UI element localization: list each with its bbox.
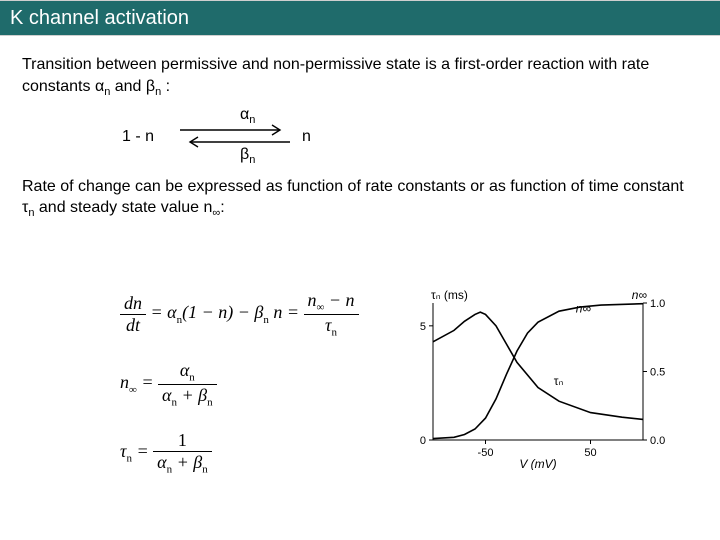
eq2-lhs: n <box>120 372 129 392</box>
svg-text:5: 5 <box>420 321 426 333</box>
slide-body: Transition between permissive and non-pe… <box>0 36 720 221</box>
paragraph-2: Rate of change can be expressed as funct… <box>22 176 698 222</box>
equation-n-inf: n∞ = αn αn + βn <box>120 360 359 408</box>
tau-ninf-chart: -5050V (mV)05τₙ (ms)0.00.51.0n∞τₙn∞ <box>395 285 685 470</box>
eq2-lhs-sub: ∞ <box>129 384 137 396</box>
svg-text:-50: -50 <box>478 447 494 459</box>
rate-backward: βn <box>240 146 255 166</box>
equations-block: dn dt = αn(1 − n) − βn n = n∞ − n τn n∞ … <box>120 290 359 476</box>
eq1-num: dn <box>120 293 146 315</box>
reaction-scheme: 1 - n α n βn n <box>122 106 422 168</box>
p2-colon: : <box>220 199 224 216</box>
paragraph-1: Transition between permissive and non-pe… <box>22 54 698 100</box>
slide-title: K channel activation <box>10 7 189 29</box>
state-closed: 1 - n <box>122 128 154 146</box>
svg-text:τₙ: τₙ <box>554 374 564 388</box>
svg-text:τₙ (ms): τₙ (ms) <box>431 288 468 302</box>
p2-text-b: and steady state value n <box>34 199 212 216</box>
rate-backward-sym: β <box>240 146 249 163</box>
svg-text:0.5: 0.5 <box>650 367 665 379</box>
eq1-mid1: = α <box>151 302 177 322</box>
eq2-eq: = <box>137 372 158 392</box>
eq1-rnum-a: n <box>308 290 317 310</box>
eq3-den-b-sub: n <box>202 464 208 476</box>
slide-header: K channel activation <box>0 0 720 36</box>
equation-dn-dt: dn dt = αn(1 − n) − βn n = n∞ − n τn <box>120 290 359 338</box>
eq2-den-b-sub: n <box>207 396 213 408</box>
eq1-rden-sub: n <box>331 326 337 338</box>
eq3-den-a: α <box>157 452 166 472</box>
rate-forward-sym: α <box>240 106 249 123</box>
svg-text:1.0: 1.0 <box>650 298 665 310</box>
eq3-den-b: + β <box>172 452 202 472</box>
eq1-mid3: n = <box>269 302 304 322</box>
p2-text-a: Rate of change can be expressed as funct… <box>22 178 684 195</box>
svg-text:n∞: n∞ <box>576 302 592 316</box>
p1-beta: β <box>146 78 155 95</box>
eq1-den: dt <box>120 315 146 336</box>
p1-alpha: α <box>95 78 104 95</box>
eq3-num: 1 <box>153 430 212 452</box>
equation-tau-n: τn = 1 αn + βn <box>120 430 359 476</box>
svg-text:n∞: n∞ <box>632 288 648 302</box>
eq1-rnum-b: − n <box>324 290 354 310</box>
svg-text:0: 0 <box>420 435 426 447</box>
eq2-num-sub: n <box>189 372 195 384</box>
state-open: n <box>302 128 311 146</box>
svg-text:50: 50 <box>584 447 596 459</box>
eq1-mid2: (1 − n) − β <box>182 302 263 322</box>
p1-text-c: : <box>161 78 170 95</box>
p1-text-b: and <box>110 78 146 95</box>
svg-text:0.0: 0.0 <box>650 435 665 447</box>
eq2-den-b: + β <box>177 385 207 405</box>
eq3-eq: = <box>132 441 153 461</box>
reaction-arrows-icon <box>180 122 290 152</box>
svg-text:V (mV): V (mV) <box>519 457 556 470</box>
rate-backward-sub: n <box>249 154 255 166</box>
eq2-num: α <box>180 360 189 380</box>
